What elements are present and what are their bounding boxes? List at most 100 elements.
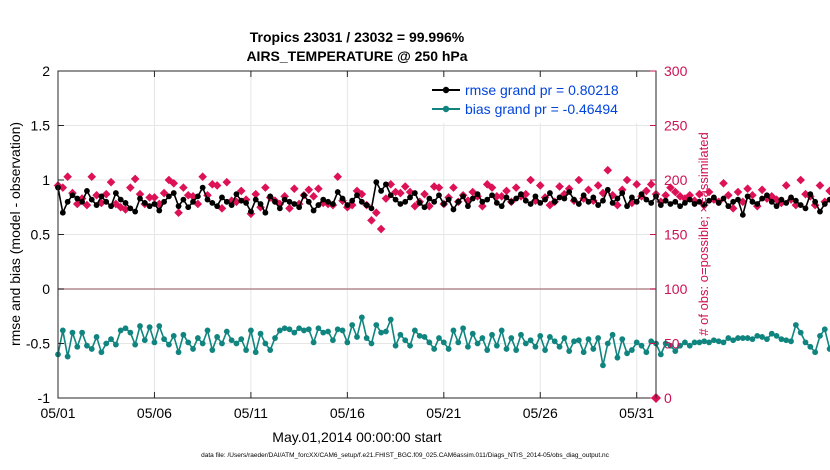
obs-point-55 (318, 198, 328, 208)
series-1-point-96 (518, 331, 524, 338)
obs-point-102 (545, 200, 555, 210)
series-1-point-118 (624, 350, 630, 357)
obs-point-146 (757, 185, 767, 195)
series-1-point-5 (79, 329, 86, 336)
series-1-point-139 (725, 335, 732, 341)
series-0-point-133 (696, 198, 703, 205)
series-1-point-137 (715, 338, 722, 345)
series-0-point-128 (672, 198, 679, 205)
series-0-point-135 (706, 197, 712, 204)
obs-point-6 (82, 200, 92, 210)
series-1-point-117 (619, 336, 626, 343)
series-1-point-136 (710, 337, 717, 344)
series-1-point-131 (686, 342, 693, 349)
obs-point-25 (174, 208, 183, 217)
series-1-point-115 (609, 331, 616, 338)
series-1-point-142 (739, 335, 746, 341)
obs-point-65 (367, 216, 376, 225)
series-1-point-54 (315, 325, 322, 332)
series-layer (53, 165, 830, 403)
series-0-point-97 (522, 197, 529, 204)
series-1-point-7 (88, 346, 95, 352)
series-0-point-22 (161, 198, 167, 205)
x-tick-label-3: 05/16 (330, 405, 365, 421)
series-1-point-98 (527, 337, 534, 344)
series-0-point-63 (358, 198, 365, 205)
series-0-point-98 (527, 201, 534, 207)
series-1-point-146 (759, 334, 765, 340)
series-1-point-39 (243, 347, 249, 353)
obs-point-2 (63, 172, 72, 182)
series-1-point-87 (474, 340, 481, 347)
obs-point-66 (371, 208, 381, 217)
series-1-point-80 (440, 339, 447, 346)
series-0-point-14 (122, 199, 129, 206)
series-0-point-101 (542, 196, 548, 203)
series-0-point-84 (460, 193, 466, 200)
series-1-point-119 (628, 347, 635, 353)
series-0-point-17 (137, 195, 143, 202)
series-0-point-73 (407, 194, 413, 201)
series-1-point-125 (657, 351, 664, 358)
obs-point-117 (617, 185, 627, 195)
series-1-point-97 (522, 340, 529, 347)
series-0-point-76 (421, 204, 428, 211)
series-0-point-153 (792, 197, 799, 204)
series-0-point-18 (141, 199, 148, 206)
series-0-point-159 (821, 201, 828, 207)
series-0-point-110 (585, 198, 592, 205)
series-1-point-109 (580, 349, 587, 356)
series-0-point-117 (619, 190, 626, 196)
series-1-point-108 (575, 337, 582, 344)
series-1-point-69 (387, 316, 394, 323)
series-1-point-68 (383, 328, 389, 335)
series-1-point-60 (344, 339, 351, 346)
series-0-point-60 (344, 202, 351, 208)
obs-point-27 (183, 190, 193, 200)
series-1-point-37 (233, 340, 240, 347)
obs-point-150 (777, 198, 786, 208)
y-right-tick-label-4: 200 (664, 172, 688, 188)
series-1-point-141 (735, 335, 741, 341)
series-1-point-101 (542, 347, 548, 353)
series-1-point-53 (310, 339, 317, 346)
series-0-point-49 (291, 201, 298, 207)
series-1-point-63 (358, 314, 365, 321)
series-0-point-44 (267, 193, 274, 200)
series-0-point-154 (797, 202, 804, 208)
series-1-point-130 (682, 339, 688, 346)
series-0-point-87 (474, 191, 481, 198)
series-0-point-119 (628, 194, 635, 201)
series-1-point-106 (566, 348, 573, 355)
series-1-point-36 (228, 337, 235, 344)
series-0-point-95 (513, 195, 520, 202)
series-0-point-115 (609, 199, 616, 206)
y-left-tick-label-1: -0.5 (26, 336, 50, 352)
series-1-point-62 (354, 334, 360, 340)
series-0-point-42 (257, 201, 264, 207)
obs-point-11 (106, 177, 116, 187)
series-1-point-88 (479, 335, 486, 341)
series-0-point-90 (489, 192, 495, 199)
series-0-point-71 (397, 201, 404, 207)
series-1-point-89 (484, 347, 491, 353)
series-0-point-61 (349, 197, 356, 204)
chart-title-line2: AIRS_TEMPERATURE @ 250 hPa (246, 48, 467, 64)
series-0-point-56 (325, 198, 331, 205)
left-y-axis-ticks: -1 -0.5 0 0.5 1 1.5 2 (26, 63, 64, 406)
series-0-point-3 (69, 192, 76, 199)
series-1-point-86 (469, 330, 476, 337)
right-y-axis-label: # of obs: o=possible; ×=assimilated (696, 132, 711, 335)
series-1-point-57 (329, 337, 336, 344)
obs-point-114 (603, 165, 613, 175)
obs-point-89 (482, 180, 492, 189)
obs-point-69 (386, 180, 396, 189)
series-0-point-16 (132, 208, 139, 215)
series-0-point-116 (614, 195, 621, 202)
obs-point-131 (685, 190, 695, 200)
series-1-point-32 (209, 347, 216, 353)
series-0-point-27 (185, 204, 192, 211)
series-0-point-32 (209, 199, 216, 206)
series-1-point-135 (706, 339, 712, 346)
series-1-point-35 (223, 328, 230, 335)
